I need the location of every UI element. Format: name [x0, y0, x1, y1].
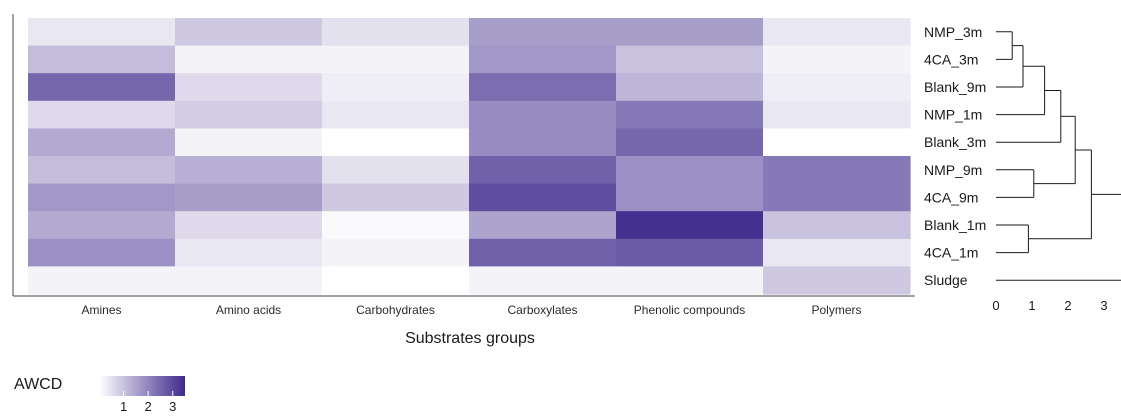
cell-blank-1m-amines — [28, 211, 176, 240]
cell-sludge-polymers — [763, 266, 911, 295]
row-label-blank-1m: Blank_1m — [924, 217, 986, 233]
heatmap-cells — [28, 18, 911, 295]
cell-4ca-9m-amino-acids — [175, 183, 323, 212]
cell-4ca-9m-carboxylates — [469, 183, 617, 212]
cell-4ca-9m-polymers — [763, 183, 911, 212]
cell-4ca-1m-carboxylates — [469, 238, 617, 267]
cell-blank-3m-carboxylates — [469, 128, 617, 157]
cell-sludge-carboxylates — [469, 266, 617, 295]
dendrogram-tick-label: 3 — [1100, 298, 1107, 313]
cell-blank-9m-polymers — [763, 73, 911, 102]
cell-nmp-3m-phenolic-compounds — [616, 18, 764, 47]
cell-4ca-3m-carboxylates — [469, 45, 617, 74]
cell-blank-3m-amino-acids — [175, 128, 323, 157]
cell-blank-9m-amino-acids — [175, 73, 323, 102]
cell-4ca-3m-polymers — [763, 45, 911, 74]
column-tick-labels: Amines Amino acids Carbohydrates Carboxylat… — [81, 303, 861, 317]
cell-nmp-1m-phenolic-compounds — [616, 100, 764, 129]
cell-blank-1m-polymers — [763, 211, 911, 240]
cell-4ca-1m-amines — [28, 238, 176, 267]
cell-blank-1m-phenolic-compounds — [616, 211, 764, 240]
cell-nmp-3m-carboxylates — [469, 18, 617, 47]
cell-4ca-3m-amino-acids — [175, 45, 323, 74]
row-label-4ca-1m: 4CA_1m — [924, 245, 978, 261]
column-label-amino-acids: Amino acids — [216, 303, 281, 317]
row-label-sludge: Sludge — [924, 272, 968, 288]
cell-blank-3m-amines — [28, 128, 176, 157]
row-label-nmp-9m: NMP_9m — [924, 162, 982, 178]
dendrogram — [996, 31, 1121, 281]
column-label-amines: Amines — [81, 303, 121, 317]
legend-tick-label: 1 — [120, 399, 127, 414]
cell-nmp-9m-carbohydrates — [322, 156, 470, 185]
cell-sludge-amino-acids — [175, 266, 323, 295]
cell-blank-1m-carboxylates — [469, 211, 617, 240]
column-label-carboxylates: Carboxylates — [507, 303, 577, 317]
cell-nmp-1m-amines — [28, 100, 176, 129]
column-label-polymers: Polymers — [811, 303, 861, 317]
cell-nmp-3m-polymers — [763, 18, 911, 47]
dendrogram-tick-label: 2 — [1064, 298, 1071, 313]
row-label-4ca-3m: 4CA_3m — [924, 51, 978, 67]
legend-ticks: 1 2 3 — [120, 391, 176, 414]
cell-blank-9m-phenolic-compounds — [616, 73, 764, 102]
cell-4ca-9m-phenolic-compounds — [616, 183, 764, 212]
legend-gradient-bar — [99, 376, 185, 396]
legend-tick-label: 3 — [169, 399, 176, 414]
cell-nmp-1m-amino-acids — [175, 100, 323, 129]
cell-4ca-9m-carbohydrates — [322, 183, 470, 212]
cell-blank-1m-amino-acids — [175, 211, 323, 240]
cell-4ca-3m-amines — [28, 45, 176, 74]
cell-blank-1m-carbohydrates — [322, 211, 470, 240]
cell-nmp-1m-polymers — [763, 100, 911, 129]
legend-tick-label: 2 — [145, 399, 152, 414]
cell-blank-9m-carboxylates — [469, 73, 617, 102]
legend-title: AWCD — [14, 376, 62, 393]
dendrogram-tick-label: 1 — [1028, 298, 1035, 313]
cell-nmp-3m-carbohydrates — [322, 18, 470, 47]
cell-blank-3m-phenolic-compounds — [616, 128, 764, 157]
cell-sludge-carbohydrates — [322, 266, 470, 295]
cell-nmp-1m-carbohydrates — [322, 100, 470, 129]
x-axis-title: Substrates groups — [405, 330, 535, 347]
cell-nmp-3m-amino-acids — [175, 18, 323, 47]
dendrogram-axis: 0 1 2 3 — [992, 298, 1107, 313]
cell-4ca-9m-amines — [28, 183, 176, 212]
cell-nmp-9m-phenolic-compounds — [616, 156, 764, 185]
cell-nmp-9m-carboxylates — [469, 156, 617, 185]
cell-nmp-3m-amines — [28, 18, 176, 47]
cell-nmp-1m-carboxylates — [469, 100, 617, 129]
cell-blank-3m-polymers — [763, 128, 911, 157]
row-labels: NMP_3m 4CA_3m Blank_9m NMP_1m Blank_3m NMP_9m… — [924, 24, 986, 288]
cell-nmp-9m-polymers — [763, 156, 911, 185]
column-label-phenolic-compounds: Phenolic compounds — [634, 303, 745, 317]
row-label-blank-3m: Blank_3m — [924, 134, 986, 150]
row-label-4ca-9m: 4CA_9m — [924, 189, 978, 205]
cell-nmp-9m-amines — [28, 156, 176, 185]
cell-blank-9m-carbohydrates — [322, 73, 470, 102]
cell-4ca-1m-phenolic-compounds — [616, 238, 764, 267]
cell-4ca-3m-carbohydrates — [322, 45, 470, 74]
row-label-blank-9m: Blank_9m — [924, 79, 986, 95]
row-label-nmp-1m: NMP_1m — [924, 107, 982, 123]
column-label-carbohydrates: Carbohydrates — [356, 303, 435, 317]
cell-blank-9m-amines — [28, 73, 176, 102]
cell-4ca-3m-phenolic-compounds — [616, 45, 764, 74]
cell-4ca-1m-polymers — [763, 238, 911, 267]
cell-4ca-1m-amino-acids — [175, 238, 323, 267]
cell-nmp-9m-amino-acids — [175, 156, 323, 185]
color-legend: AWCD 1 2 3 — [14, 376, 185, 414]
cell-sludge-phenolic-compounds — [616, 266, 764, 295]
row-label-nmp-3m: NMP_3m — [924, 24, 982, 40]
cell-blank-3m-carbohydrates — [322, 128, 470, 157]
dendrogram-tick-label: 0 — [992, 298, 999, 313]
cell-sludge-amines — [28, 266, 176, 295]
cell-4ca-1m-carbohydrates — [322, 238, 470, 267]
